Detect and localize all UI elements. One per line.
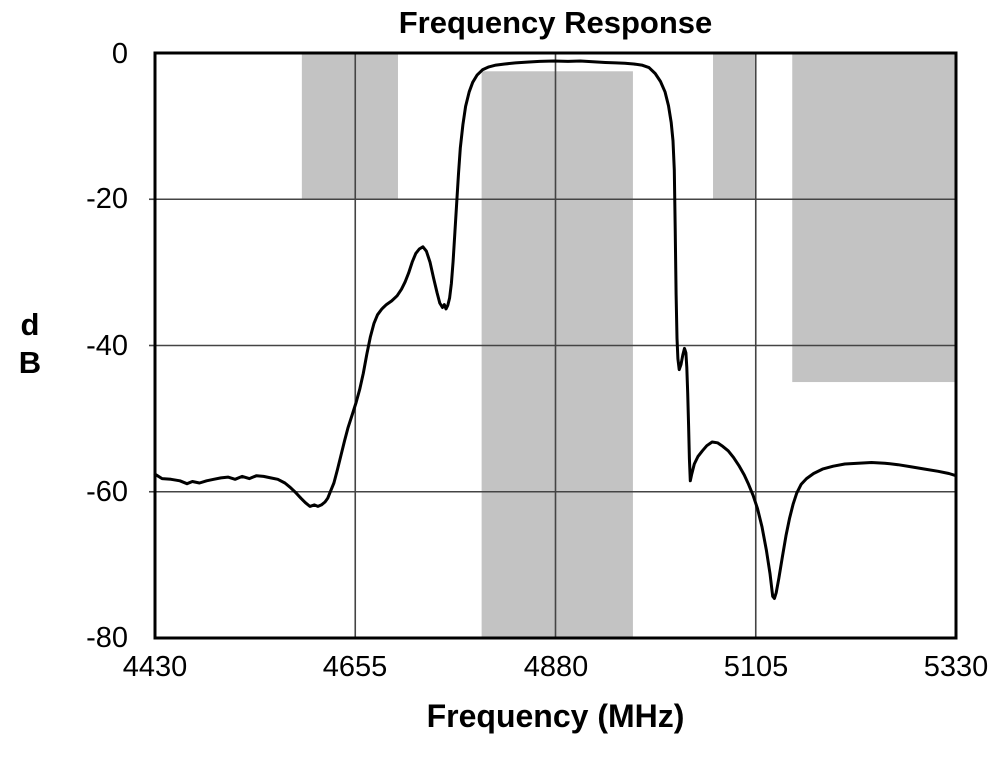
y-tick-label-60: -60 — [86, 476, 128, 508]
y-axis-label: d B — [8, 306, 52, 382]
mask-region-lower-stopband-mask — [301, 53, 398, 200]
plot-frame — [153, 51, 958, 640]
x-tick-label-4880: 4880 — [523, 651, 589, 683]
y-tick-label-20: -20 — [86, 183, 128, 215]
y-tick-label-40: -40 — [86, 330, 128, 362]
y-tick-label-0: 0 — [111, 38, 128, 70]
x-tick-label-5330: 5330 — [923, 651, 989, 683]
x-tick-label-4655: 4655 — [322, 651, 388, 683]
x-tick-label-5105: 5105 — [723, 651, 789, 683]
curve-measured-response — [153, 59, 958, 600]
y-tick-label-80: -80 — [86, 622, 128, 654]
x-axis-label: Frequency (MHz) — [426, 698, 685, 734]
mask-region-passband-mask — [481, 71, 633, 638]
chart-title: Frequency Response — [398, 5, 713, 40]
mask-region-upper-stopband-mask-1 — [713, 53, 755, 200]
x-tick-label-4430: 4430 — [122, 651, 188, 683]
y-axis-label-line-2: B — [18, 345, 42, 380]
y-axis-label-line-1: d — [20, 307, 40, 342]
mask-region-upper-stopband-mask-2 — [792, 53, 956, 383]
